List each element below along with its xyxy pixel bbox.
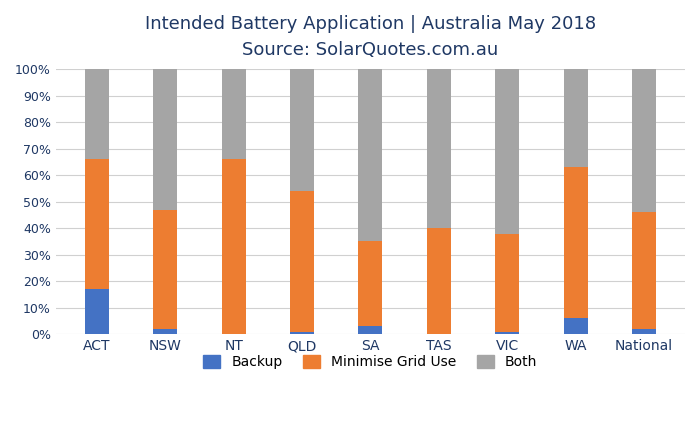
Bar — [85, 159, 108, 289]
Bar — [85, 69, 108, 159]
Bar — [495, 332, 519, 334]
Bar — [427, 228, 451, 334]
Bar — [564, 167, 587, 318]
Bar — [222, 69, 246, 159]
Bar — [290, 69, 314, 191]
Bar — [85, 289, 108, 334]
Title: Intended Battery Application | Australia May 2018
Source: SolarQuotes.com.au: Intended Battery Application | Australia… — [145, 15, 596, 60]
Bar — [290, 332, 314, 334]
Bar — [564, 318, 587, 334]
Bar — [495, 69, 519, 233]
Bar — [427, 69, 451, 228]
Bar — [153, 210, 177, 329]
Bar — [632, 329, 656, 334]
Bar — [358, 241, 382, 326]
Bar — [153, 69, 177, 210]
Bar — [290, 191, 314, 332]
Bar — [632, 69, 656, 212]
Bar — [564, 69, 587, 167]
Legend: Backup, Minimise Grid Use, Both: Backup, Minimise Grid Use, Both — [198, 350, 543, 375]
Bar — [495, 233, 519, 332]
Bar — [222, 159, 246, 334]
Bar — [358, 69, 382, 241]
Bar — [358, 326, 382, 334]
Bar — [632, 212, 656, 329]
Bar — [153, 329, 177, 334]
